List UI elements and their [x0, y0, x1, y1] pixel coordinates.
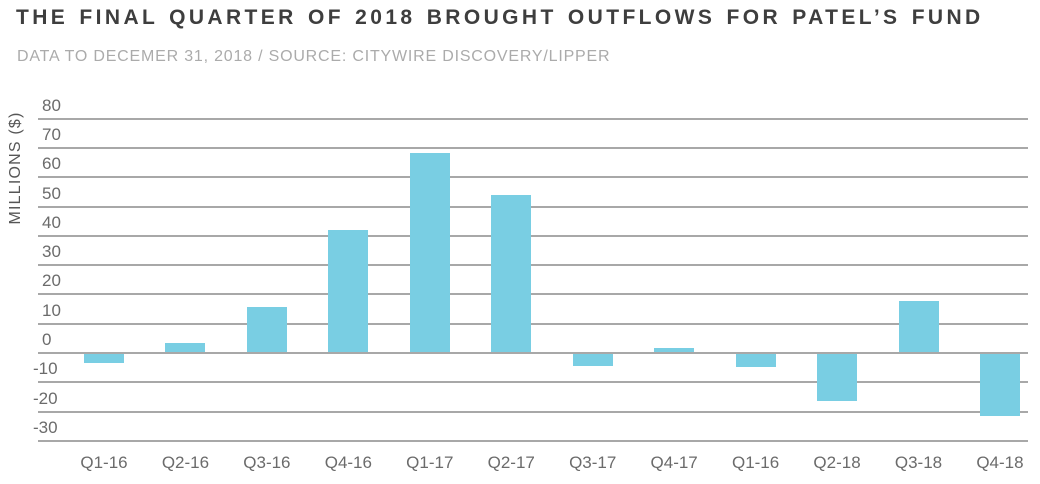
x-axis-tick-label: Q1-16: [80, 453, 128, 472]
gridline-10: [38, 322, 1028, 325]
gridline-60: [38, 176, 1028, 179]
x-axis-tick-label: Q2-16: [161, 453, 210, 472]
bar-q4-17-7: [654, 347, 695, 352]
x-axis-tick-label: Q3-17: [569, 453, 617, 472]
bar-q3-16-2: [246, 306, 287, 352]
y-axis-tick-label: 60: [42, 154, 61, 174]
x-axis-tick-label: Q2-18: [813, 453, 861, 472]
gridline-80: [38, 117, 1028, 120]
bar-q2-16-1: [165, 343, 206, 352]
y-axis-tick-label: 80: [42, 95, 61, 115]
gridline-40: [38, 234, 1028, 237]
x-axis-tick-label: Q4-16: [324, 453, 372, 472]
chart-subtitle: DATA TO DECEMER 31, 2018 / SOURCE: CITYW…: [17, 48, 611, 65]
x-axis-tick-label: Q4-17: [650, 453, 698, 472]
gridline--30: [38, 439, 1028, 442]
y-axis-tick-label: -20: [33, 388, 58, 408]
bar-q1-16-8: [735, 354, 776, 368]
y-axis-tick-label: 30: [42, 242, 61, 262]
gridline-0: [38, 352, 1028, 354]
bar-q4-18-11: [979, 354, 1020, 416]
gridline-30: [38, 264, 1028, 267]
x-axis-tick-label: Q4-18: [976, 453, 1024, 472]
y-axis-tick-label: 70: [42, 124, 61, 144]
x-axis-tick-label: Q2-17: [487, 453, 535, 472]
gridline--20: [38, 410, 1028, 413]
chart-title: THE FINAL QUARTER OF 2018 BROUGHT OUTFLO…: [16, 6, 984, 29]
bar-q4-16-3: [328, 230, 369, 352]
y-axis-tick-label: 40: [42, 212, 61, 232]
gridline-20: [38, 293, 1028, 296]
bar-q2-17-5: [491, 195, 532, 352]
gridline-50: [38, 205, 1028, 208]
bar-q1-16-0: [84, 354, 124, 363]
y-axis-tick-label: 50: [42, 183, 61, 203]
y-axis-tick-label: 10: [42, 300, 61, 320]
y-axis-tick-label: 20: [42, 271, 61, 291]
x-axis-tick-label: Q3-18: [894, 453, 943, 472]
bar-q1-17-4: [409, 152, 450, 352]
gridline-70: [38, 146, 1028, 149]
bar-q3-18-10: [898, 300, 939, 352]
y-axis-tick-label: -30: [33, 417, 58, 437]
bar-q3-17-6: [572, 354, 613, 366]
x-axis-tick-label: Q1-16: [731, 453, 780, 472]
gridline--10: [38, 381, 1028, 384]
x-axis-tick-label: Q1-17: [406, 453, 454, 472]
x-axis-tick-label: Q3-16: [243, 453, 291, 472]
y-axis-tick-label: -10: [33, 359, 58, 379]
y-axis-tick-label: 0: [42, 330, 52, 349]
bar-q2-18-9: [817, 354, 858, 401]
